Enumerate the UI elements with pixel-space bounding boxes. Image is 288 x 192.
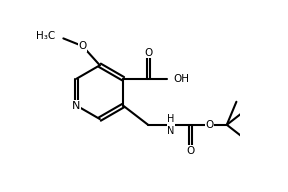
- Text: O: O: [144, 48, 152, 58]
- Text: O: O: [78, 41, 87, 51]
- Text: O: O: [186, 146, 194, 156]
- Text: N: N: [72, 101, 81, 111]
- Text: O: O: [205, 120, 214, 130]
- Text: OH: OH: [173, 74, 189, 84]
- Text: H₃C: H₃C: [36, 31, 56, 41]
- Text: H
N: H N: [167, 114, 175, 136]
